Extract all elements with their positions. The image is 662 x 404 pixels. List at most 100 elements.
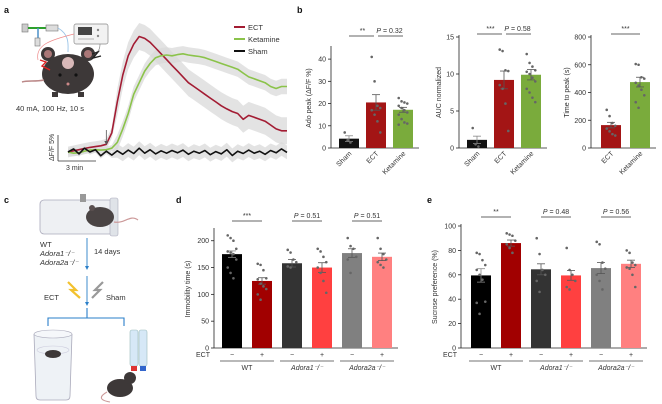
sem-band-ect bbox=[68, 23, 287, 158]
data-point bbox=[379, 247, 382, 251]
panel-letter-c: c bbox=[4, 195, 9, 205]
data-point bbox=[628, 267, 631, 271]
bar-sham-0 bbox=[339, 138, 359, 148]
significance-label: P = 0.51 bbox=[294, 213, 320, 220]
data-point bbox=[505, 232, 509, 235]
data-point bbox=[324, 260, 328, 264]
data-point bbox=[531, 96, 534, 99]
group-label-adora2a: Adora2a⁻/⁻ bbox=[597, 365, 635, 372]
data-point bbox=[598, 243, 601, 246]
data-point bbox=[370, 55, 374, 59]
data-point bbox=[631, 261, 634, 264]
data-point bbox=[533, 69, 537, 72]
sham-lightning-icon bbox=[91, 281, 104, 299]
data-point bbox=[397, 104, 401, 108]
ect-condition-plus: + bbox=[509, 352, 513, 359]
significance-label: P = 0.32 bbox=[376, 28, 402, 35]
data-point bbox=[481, 258, 484, 262]
data-point bbox=[506, 69, 510, 73]
trace-line-ect bbox=[67, 35, 287, 153]
group-label-wt: WT bbox=[491, 365, 503, 372]
sham-label: Sham bbox=[106, 293, 126, 302]
data-point bbox=[475, 301, 479, 305]
data-point bbox=[508, 233, 511, 236]
data-point bbox=[533, 80, 537, 83]
panel-letter-a: a bbox=[4, 5, 10, 15]
trace-legend: ECT Ketamine Sham bbox=[234, 23, 280, 56]
data-point bbox=[382, 252, 385, 256]
data-point bbox=[634, 62, 638, 66]
data-point bbox=[324, 291, 328, 295]
significance-label: ** bbox=[360, 28, 366, 35]
data-point bbox=[625, 266, 629, 269]
scale-bar-x-label: 3 min bbox=[66, 165, 83, 172]
panel-letter-e: e bbox=[427, 195, 432, 205]
bar-item-4 bbox=[591, 268, 611, 348]
data-point bbox=[504, 102, 507, 105]
optical-fiber-rig-icon bbox=[21, 23, 59, 47]
data-point bbox=[322, 255, 325, 259]
data-point bbox=[474, 143, 477, 146]
data-point bbox=[405, 122, 409, 125]
y-tick-label: 5 bbox=[450, 109, 454, 116]
data-point bbox=[286, 265, 290, 268]
genotype-adora1: Adora1⁻/⁻ bbox=[39, 249, 75, 258]
ect-condition-minus: − bbox=[479, 352, 483, 359]
data-point bbox=[571, 273, 574, 277]
data-point bbox=[611, 132, 614, 136]
bar-chart-time-to-peak: 0 200 400 600 800 Time to peak (s) ECT Ketamine… bbox=[564, 26, 656, 176]
legend-label-ect: ECT bbox=[248, 23, 263, 32]
data-point bbox=[478, 312, 481, 316]
data-point bbox=[605, 108, 609, 112]
data-point bbox=[483, 263, 487, 267]
ect-row-label: ECT bbox=[443, 352, 458, 359]
legend-label-ketamine: Ketamine bbox=[248, 35, 280, 44]
data-point bbox=[400, 100, 403, 103]
data-point bbox=[637, 106, 640, 110]
data-point bbox=[259, 298, 262, 302]
data-point bbox=[528, 61, 531, 65]
experiment-schematic: WT Adora1⁻/⁻ Adora2a⁻/⁻ 14 days ECT Sham bbox=[33, 194, 148, 403]
x-tick-label-ect: ECT bbox=[366, 150, 381, 165]
y-axis-label: Time to peak (s) bbox=[564, 67, 571, 117]
ect-condition-plus: + bbox=[569, 352, 573, 359]
y-axis-label: AUC normalized bbox=[436, 67, 443, 118]
x-tick-label-ketamine: Ketamine bbox=[382, 150, 408, 176]
bar-item-0 bbox=[222, 254, 242, 348]
ect-condition-minus: − bbox=[539, 352, 543, 359]
data-point bbox=[234, 258, 238, 261]
data-point bbox=[642, 77, 646, 80]
ect-condition-minus: − bbox=[290, 352, 294, 359]
y-tick-label: 200 bbox=[574, 118, 586, 125]
data-point bbox=[483, 300, 487, 303]
significance-label: *** bbox=[243, 213, 251, 220]
significance-label: P = 0.56 bbox=[603, 209, 629, 216]
group-label-adora1: Adora1⁻/⁻ bbox=[290, 365, 324, 372]
data-point bbox=[603, 267, 607, 271]
bar-chart-auc: 0 5 10 15 AUC normalized Sham ECT Ketamine *** P … bbox=[436, 26, 547, 176]
photometry-setup-illustration bbox=[21, 23, 109, 97]
trace-line-sham bbox=[67, 147, 288, 157]
significance-label: ** bbox=[493, 209, 499, 216]
data-point bbox=[543, 273, 547, 277]
data-point bbox=[405, 111, 409, 114]
data-point bbox=[531, 76, 534, 79]
ect-lightning-icon bbox=[67, 281, 81, 299]
data-point bbox=[346, 138, 349, 142]
panel-letter-b: b bbox=[297, 5, 303, 15]
y-tick-label: 10 bbox=[446, 72, 454, 79]
data-point bbox=[229, 251, 232, 254]
data-point bbox=[631, 273, 634, 277]
bar-item-1 bbox=[252, 280, 272, 348]
data-point bbox=[528, 72, 531, 76]
y-tick-label: 0 bbox=[452, 346, 456, 353]
data-point bbox=[262, 285, 265, 288]
data-point bbox=[229, 271, 232, 275]
data-point bbox=[608, 130, 611, 133]
y-tick-label: 600 bbox=[574, 62, 586, 69]
data-point bbox=[264, 276, 268, 280]
data-point bbox=[533, 100, 537, 104]
data-point bbox=[403, 101, 406, 104]
data-point bbox=[634, 81, 638, 85]
bar-item-3 bbox=[561, 275, 581, 348]
